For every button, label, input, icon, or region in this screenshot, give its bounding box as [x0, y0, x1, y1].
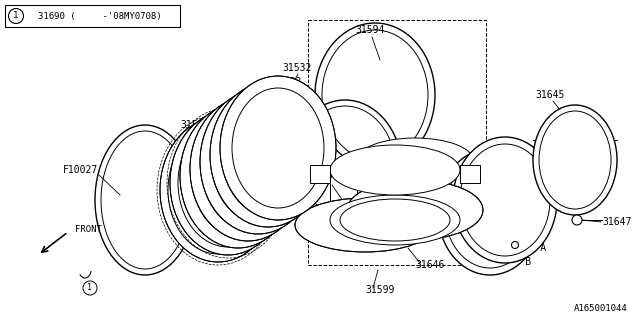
Bar	[460, 165, 480, 183]
Text: 31646: 31646	[415, 260, 444, 270]
Text: 31536: 31536	[285, 180, 314, 190]
Text: 31594: 31594	[355, 25, 385, 35]
Bar	[308, 20, 486, 265]
Ellipse shape	[180, 104, 296, 248]
Ellipse shape	[200, 90, 316, 234]
Text: 31532: 31532	[282, 63, 312, 73]
Ellipse shape	[190, 97, 306, 241]
Text: 31532: 31532	[272, 77, 301, 87]
Bar	[310, 165, 330, 183]
Ellipse shape	[347, 180, 483, 240]
Ellipse shape	[330, 145, 460, 195]
Ellipse shape	[220, 76, 336, 220]
Text: 1: 1	[88, 284, 93, 292]
Ellipse shape	[295, 198, 435, 252]
Text: 31690 (     -'08MY0708): 31690 ( -'08MY0708)	[38, 12, 162, 20]
Circle shape	[511, 242, 518, 249]
Ellipse shape	[357, 138, 473, 182]
Ellipse shape	[438, 149, 542, 275]
Text: F10027: F10027	[348, 205, 383, 215]
Text: F10027: F10027	[63, 165, 98, 175]
Ellipse shape	[533, 105, 617, 215]
Ellipse shape	[330, 195, 460, 245]
Text: 31532: 31532	[262, 91, 291, 101]
Ellipse shape	[210, 83, 326, 227]
Text: A165001044: A165001044	[574, 304, 628, 313]
Circle shape	[572, 215, 582, 225]
Text: 31616*A: 31616*A	[505, 243, 546, 253]
Ellipse shape	[160, 118, 276, 262]
Ellipse shape	[170, 111, 286, 255]
Text: 31536: 31536	[275, 193, 305, 203]
Bar	[5, 5, 180, 27]
Text: 31647: 31647	[602, 217, 632, 227]
Text: 31567: 31567	[180, 120, 210, 130]
Text: 1: 1	[13, 12, 19, 20]
Text: 31645: 31645	[535, 90, 564, 100]
Ellipse shape	[453, 137, 557, 263]
Text: 31599: 31599	[365, 285, 394, 295]
Text: FRONT: FRONT	[75, 226, 102, 235]
Text: 31616*B: 31616*B	[490, 257, 531, 267]
Ellipse shape	[357, 193, 473, 237]
